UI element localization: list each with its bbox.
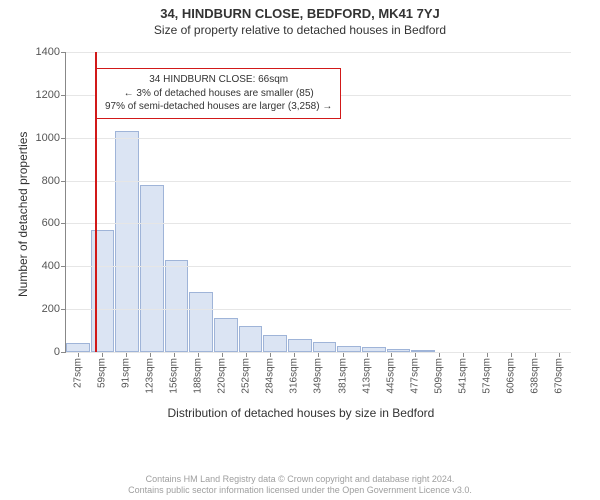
chart-area: 27sqm 59sqm 91sqm 123sqm 156sqm 188sqm 220sqm 2… — [0, 42, 600, 442]
footer-line-2: Contains public sector information licen… — [0, 485, 600, 496]
gridline — [66, 266, 571, 267]
x-tick-label: 284sqm — [265, 358, 276, 394]
histogram-bar — [189, 292, 213, 352]
x-tick-label: 252sqm — [241, 358, 252, 394]
gridline — [66, 52, 571, 53]
x-tick-label: 316sqm — [289, 358, 300, 394]
x-tick-label: 509sqm — [433, 358, 444, 394]
plot-area: 27sqm59sqm91sqm123sqm156sqm188sqm220sqm2… — [65, 52, 571, 353]
chart-title-sub: Size of property relative to detached ho… — [0, 23, 600, 37]
footer-line-1: Contains HM Land Registry data © Crown c… — [0, 474, 600, 485]
gridline — [66, 223, 571, 224]
chart-title-main: 34, HINDBURN CLOSE, BEDFORD, MK41 7YJ — [0, 6, 600, 21]
histogram-bar — [214, 318, 238, 352]
x-tick-label: 574sqm — [481, 358, 492, 394]
x-tick-label: 541sqm — [457, 358, 468, 394]
y-tick-label: 400 — [42, 260, 66, 272]
y-tick-label: 0 — [54, 346, 66, 358]
x-tick-label: 123sqm — [145, 358, 156, 394]
annotation-line-2: ← 3% of detached houses are smaller (85) — [105, 87, 332, 101]
x-tick-label: 59sqm — [97, 358, 108, 388]
histogram-bar — [263, 335, 287, 352]
x-tick-label: 413sqm — [361, 358, 372, 394]
x-tick-label: 477sqm — [409, 358, 420, 394]
y-tick-label: 200 — [42, 303, 66, 315]
annotation-box: 34 HINDBURN CLOSE: 66sqm← 3% of detached… — [96, 68, 341, 119]
histogram-bar — [313, 342, 337, 352]
y-tick-label: 1400 — [36, 46, 66, 58]
annotation-line-1: 34 HINDBURN CLOSE: 66sqm — [105, 73, 332, 87]
chart-footer: Contains HM Land Registry data © Crown c… — [0, 474, 600, 497]
x-axis-label: Distribution of detached houses by size … — [168, 406, 435, 420]
chart-titles: 34, HINDBURN CLOSE, BEDFORD, MK41 7YJ Si… — [0, 0, 600, 37]
gridline — [66, 181, 571, 182]
x-tick-label: 381sqm — [337, 358, 348, 394]
x-tick-label: 188sqm — [193, 358, 204, 394]
histogram-bar — [91, 230, 115, 352]
gridline — [66, 138, 571, 139]
histogram-bar — [239, 326, 263, 352]
gridline — [66, 309, 571, 310]
x-tick-label: 349sqm — [313, 358, 324, 394]
y-tick-label: 1200 — [36, 89, 66, 101]
histogram-bar — [288, 339, 312, 352]
x-tick-label: 27sqm — [73, 358, 84, 388]
x-tick-label: 606sqm — [505, 358, 516, 394]
y-tick-label: 800 — [42, 175, 66, 187]
x-tick-label: 156sqm — [169, 358, 180, 394]
y-tick-label: 1000 — [36, 132, 66, 144]
histogram-bar — [165, 260, 189, 352]
gridline — [66, 352, 571, 353]
x-tick-label: 91sqm — [121, 358, 132, 388]
histogram-bar — [66, 343, 90, 352]
x-tick-label: 670sqm — [553, 358, 564, 394]
x-tick-label: 220sqm — [217, 358, 228, 394]
x-tick-label: 638sqm — [529, 358, 540, 394]
y-tick-label: 600 — [42, 217, 66, 229]
x-tick-label: 445sqm — [385, 358, 396, 394]
annotation-line-3: 97% of semi-detached houses are larger (… — [105, 100, 332, 114]
y-axis-label: Number of detached properties — [16, 132, 30, 297]
histogram-bar — [115, 131, 139, 352]
histogram-bar — [140, 185, 164, 352]
